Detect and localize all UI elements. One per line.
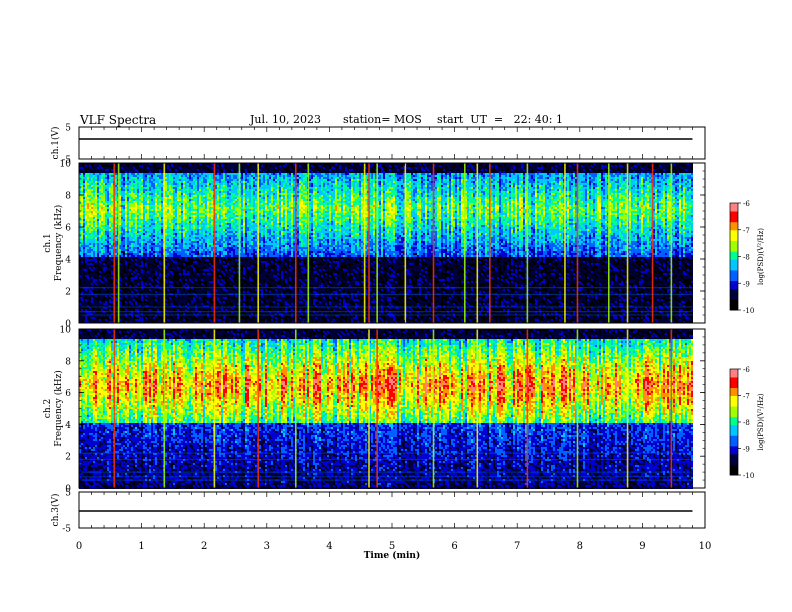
spectrogram-impulse-mark — [671, 329, 673, 488]
colorbar-tick-label: -10 — [743, 472, 754, 480]
colorbar-tick-label: -6 — [743, 200, 750, 208]
spectrogram-ch1-spectrogram — [79, 163, 693, 323]
spectrogram-impulse-mark — [113, 163, 115, 323]
x-tick-label: 2 — [201, 541, 207, 552]
spectrogram-impulse-mark — [214, 163, 216, 323]
spectrogram-impulse-mark — [671, 163, 673, 323]
x-tick-label: 8 — [577, 541, 583, 552]
spectrogram-impulse-mark — [257, 329, 259, 488]
colorbar-ch1-spectrogram: -6 -7 -8 -9 -10 log(PSD)(V²/Hz) — [730, 200, 765, 315]
spectrogram-impulse-mark — [627, 163, 629, 323]
spectrogram-impulse-mark — [577, 329, 579, 488]
panel-frame-ch1-voltage: 5-5ch.1(V) — [50, 124, 705, 166]
spectrogram-impulse-mark — [477, 329, 479, 488]
colorbar-tick-label: -8 — [743, 419, 750, 427]
spectrogram-impulse-mark — [652, 163, 654, 323]
colorbar-label: log(PSD)(V²/Hz) — [757, 393, 765, 450]
y-tick-label: 8 — [65, 192, 71, 202]
spectrogram-impulse-mark — [489, 163, 491, 323]
colorbar-label: log(PSD)(V²/Hz) — [757, 228, 765, 285]
x-tick-label: 10 — [699, 541, 712, 552]
spectrogram-impulse-mark — [214, 329, 216, 488]
y-tick-label: 2 — [65, 453, 71, 463]
x-tick-label: 7 — [514, 541, 520, 552]
spectrogram-impulse-mark — [477, 163, 479, 323]
y-tick-label: 6 — [65, 224, 71, 234]
spectrogram-impulse-mark — [627, 329, 629, 488]
colorbar-tick-label: -7 — [743, 393, 750, 401]
spectrogram-impulse-mark — [164, 329, 166, 488]
panel-border — [79, 492, 705, 528]
spectrogram-impulse-mark — [527, 329, 529, 488]
y-tick-label: 4 — [65, 421, 71, 431]
spectrogram-impulse-mark — [564, 163, 566, 323]
spectrogram-impulse-mark — [368, 329, 370, 488]
spectrogram-impulse-mark — [295, 329, 297, 488]
spectrogram-impulse-mark — [307, 163, 309, 323]
spectrogram-impulse-mark — [433, 163, 435, 323]
colorbar-tick-label: -10 — [743, 307, 754, 315]
spectrogram-impulse-mark — [118, 163, 120, 323]
y-tick-label: 6 — [65, 389, 71, 399]
spectrogram-ch2-spectrogram — [79, 329, 693, 489]
spectrogram-impulse-mark — [239, 163, 241, 323]
colorbar-tick-label: -9 — [743, 280, 750, 288]
x-tick-label: 1 — [138, 541, 144, 552]
colorbar-tick-label: -6 — [743, 366, 750, 374]
spectrogram-impulse-mark — [295, 163, 297, 323]
x-tick-label: 9 — [639, 541, 645, 552]
spectrogram-impulse-mark — [376, 163, 378, 323]
y-tick-label: 10 — [60, 160, 72, 170]
y-axis-label: ch.3(V) — [50, 494, 61, 527]
x-tick-label: 6 — [451, 541, 457, 552]
spectrogram-impulse-mark — [257, 163, 259, 323]
spectrogram-impulse-mark — [433, 329, 435, 488]
spectrogram-impulse-mark — [164, 163, 166, 323]
colorbar-tick-label: -7 — [743, 227, 750, 235]
y-axis-label: ch.2Frequency (kHz) — [43, 370, 64, 447]
spectrogram-impulse-mark — [405, 163, 407, 323]
x-tick-label: 0 — [76, 541, 82, 552]
y-axis-label: ch.1Frequency (kHz) — [43, 205, 64, 282]
y-axis-label: ch.1(V) — [50, 127, 61, 160]
spectrogram-impulse-mark — [113, 329, 115, 488]
spectrogram-impulse-mark — [368, 163, 370, 323]
y-tick-label: 4 — [65, 256, 71, 266]
colorbar-ch2-spectrogram: -6 -7 -8 -9 -10 log(PSD)(V²/Hz) — [730, 366, 765, 480]
y-tick-label: 8 — [65, 357, 71, 367]
colorbar-tick-label: -8 — [743, 254, 750, 262]
y-tick-label: -5 — [62, 525, 71, 535]
y-tick-label: 5 — [65, 124, 71, 134]
spectrogram-impulse-mark — [608, 163, 610, 323]
spectrogram-impulse-mark — [527, 163, 529, 323]
x-tick-label: 3 — [264, 541, 270, 552]
x-tick-label: 4 — [326, 541, 332, 552]
y-tick-label: 2 — [65, 288, 71, 298]
spectrogram-impulse-mark — [577, 163, 579, 323]
x-axis-label: Time (min) — [364, 550, 421, 561]
spectrogram-impulse-mark — [464, 163, 466, 323]
spectrogram-impulse-mark — [364, 163, 366, 323]
y-tick-label: 5 — [65, 489, 71, 499]
colorbar-tick-label: -9 — [743, 446, 750, 454]
y-tick-label: 10 — [60, 326, 72, 336]
spectrogram-impulse-mark — [376, 329, 378, 488]
